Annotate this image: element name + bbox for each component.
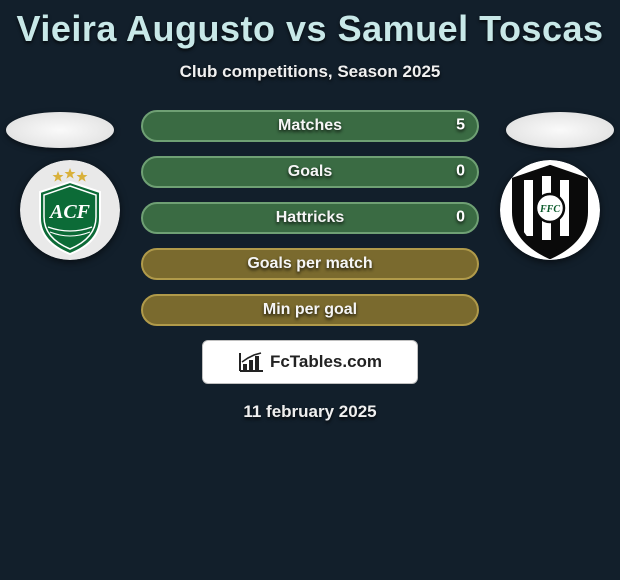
brand-text: FcTables.com xyxy=(270,352,382,372)
stat-value-right: 5 xyxy=(456,116,465,134)
page-title: Vieira Augusto vs Samuel Toscas xyxy=(0,0,620,50)
date-label: 11 february 2025 xyxy=(0,402,620,422)
bar-chart-icon xyxy=(238,351,264,373)
player-left-photo xyxy=(6,112,114,148)
stats-list: Matches 5 Goals 0 Hattricks 0 Goals per … xyxy=(141,110,479,326)
stat-row-goals: Goals 0 xyxy=(141,156,479,188)
club-right-badge: FFC xyxy=(500,160,600,260)
stat-value-right: 0 xyxy=(456,162,465,180)
stat-row-hattricks: Hattricks 0 xyxy=(141,202,479,234)
stat-label: Goals xyxy=(288,163,332,181)
stat-label: Hattricks xyxy=(276,209,344,227)
svg-text:ACF: ACF xyxy=(48,201,91,223)
stat-label: Goals per match xyxy=(247,255,372,273)
stat-label: Matches xyxy=(278,117,342,135)
club-left-badge: ACF xyxy=(20,160,120,260)
svg-text:FFC: FFC xyxy=(539,204,560,215)
stat-row-matches: Matches 5 xyxy=(141,110,479,142)
brand-badge[interactable]: FcTables.com xyxy=(202,340,418,384)
comparison-block: ACF FFC Matches 5 Goals 0 Hattricks 0 xyxy=(0,110,620,422)
player-right-photo xyxy=(506,112,614,148)
page-subtitle: Club competitions, Season 2025 xyxy=(0,62,620,82)
stat-value-right: 0 xyxy=(456,208,465,226)
stat-label: Min per goal xyxy=(263,301,357,319)
stat-row-min-per-goal: Min per goal xyxy=(141,294,479,326)
stat-row-goals-per-match: Goals per match xyxy=(141,248,479,280)
